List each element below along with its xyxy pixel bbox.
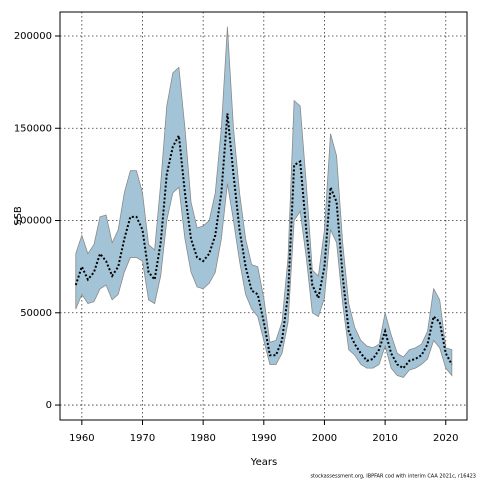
y-tick-label: 100000 [14, 216, 52, 227]
y-tick-label: 50000 [20, 308, 52, 319]
x-tick-label: 1980 [190, 433, 215, 444]
y-tick-label: 150000 [14, 123, 52, 134]
x-tick-label: 2020 [433, 433, 458, 444]
x-tick-label: 2010 [372, 433, 397, 444]
x-tick-label: 1970 [130, 433, 155, 444]
x-tick-label: 1990 [251, 433, 276, 444]
y-tick-label: 200000 [14, 31, 52, 42]
x-tick-label: 2000 [312, 433, 337, 444]
x-axis-label: Years [250, 457, 277, 468]
plot-frame [59, 11, 468, 421]
x-tick-label: 1960 [69, 433, 94, 444]
y-tick-label: 0 [46, 400, 52, 411]
estimate-line [74, 113, 453, 370]
y-axis-label: SSB [13, 206, 24, 226]
confidence-band [75, 26, 453, 378]
caption: stockassessment.org, IBPFAR cod with int… [310, 474, 476, 480]
